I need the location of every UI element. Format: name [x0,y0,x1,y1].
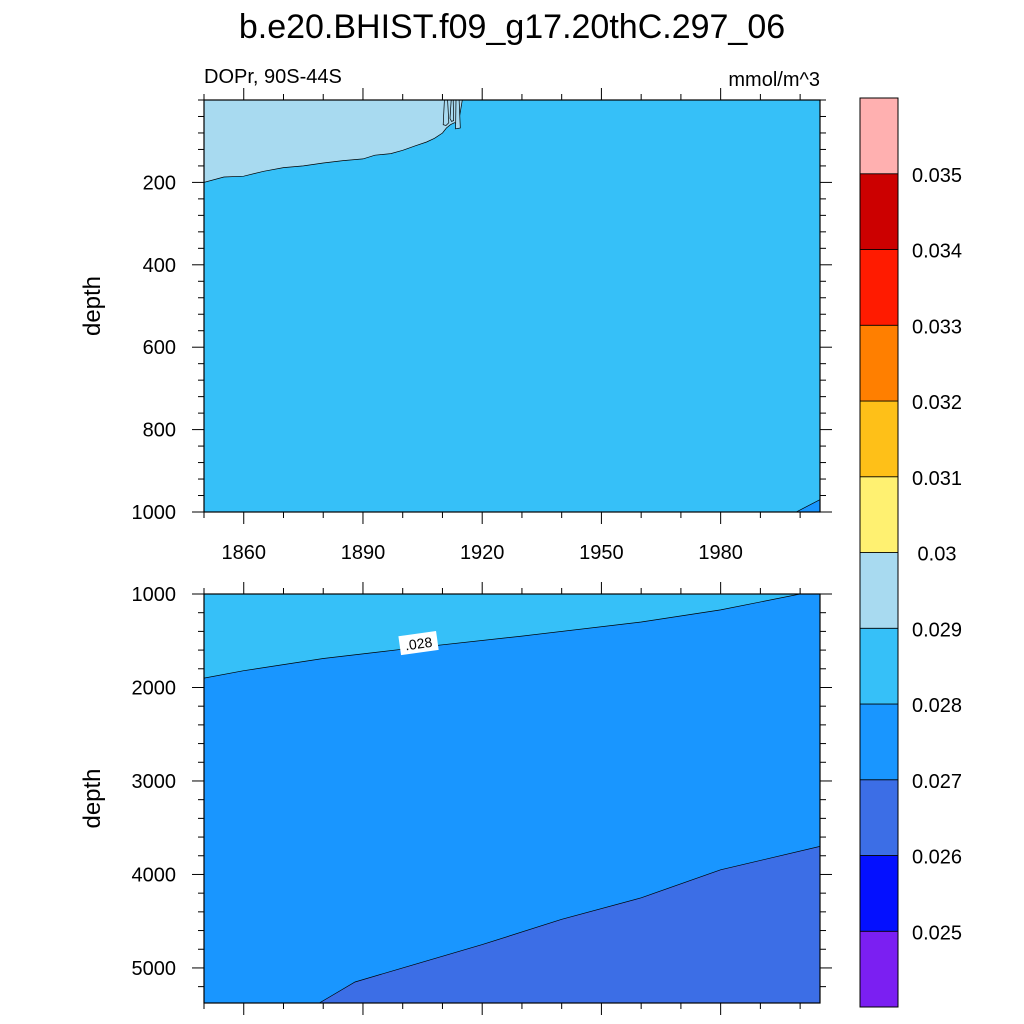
colorbar-swatch [859,855,899,932]
colorbar-level-label: 0.035 [912,165,962,187]
colorbar-level-label: 0.033 [912,316,962,338]
colorbar-swatch [859,779,899,856]
contour-regions [204,594,820,1003]
contour-region [442,100,450,126]
y-tick-label: 5000 [132,958,177,980]
colorbar-level-label: 0.025 [912,922,962,944]
y-axis-label: depth [79,768,106,828]
x-axis-ticks [203,582,801,1015]
colorbar-swatch [859,703,899,781]
contour-region [204,100,463,183]
y-axis-ticks [192,99,832,513]
y-tick-label: 600 [143,337,176,359]
chart-title: b.e20.BHIST.f09_g17.20thC.297_06 [239,8,785,46]
colorbar-swatch [859,930,899,1008]
colorbar-swatch [859,627,899,705]
y-axis-label: depth [79,276,106,336]
colorbar-swatch [859,97,899,175]
contour-region [796,499,820,512]
colorbar-swatch [859,173,899,250]
y-axis-ticks [192,593,832,988]
contour-fill-background [204,100,820,512]
x-tick-label: 1890 [341,542,386,564]
y-tick-label: 400 [143,255,176,277]
colorbar-level-label: 0.03 [918,544,957,566]
contour-region [455,100,461,130]
contour-label-text: .028 [404,634,433,654]
y-tick-label: 800 [143,420,176,442]
units-label: mmol/m^3 [728,69,820,91]
colorbar-swatch [859,552,899,629]
contour-region [449,100,454,122]
y-tick-label: 3000 [132,771,177,793]
colorbar-swatch [859,249,899,326]
plot-frame [203,593,821,1004]
upper-depth-panel: 200 400 600 800 1000 1860 1890 1920 1950 1980 dept… [79,88,832,564]
x-tick-label: 1920 [460,542,505,564]
contour-line-label: .028 [398,631,439,656]
colorbar-level-label: 0.028 [912,695,962,717]
colorbar: 0.025 0.026 0.027 0.028 0.029 0.03 0.031 0.032 0… [859,97,962,1008]
x-tick-label: 1980 [698,542,743,564]
colorbar-level-label: 0.029 [912,619,962,641]
y-tick-label: 1000 [132,584,177,606]
colorbar-level-label: 0.034 [912,241,962,263]
contour-regions [204,100,820,512]
y-tick-label: 1000 [132,502,177,524]
colorbar-level-label: 0.032 [912,392,962,414]
variable-region-label: DOPr, 90S-44S [204,66,342,88]
y-tick-label: 2000 [132,677,177,699]
colorbar-level-label: 0.026 [912,847,962,869]
colorbar-level-label: 0.031 [912,468,962,490]
x-tick-label: 1860 [221,542,266,564]
colorbar-swatch [859,400,899,478]
x-axis-ticks [203,88,801,524]
y-tick-label: 4000 [132,864,177,886]
contour-region [204,594,801,679]
contour-region [318,846,820,1003]
plot-frame [203,99,821,513]
colorbar-swatch [859,324,899,402]
colorbar-level-label: 0.027 [912,771,962,793]
lower-depth-panel: .028 1000 2000 3000 4000 5000 depth [79,582,832,1015]
colorbar-swatch [859,476,899,553]
y-tick-label: 200 [143,172,176,194]
x-tick-label: 1950 [579,542,624,564]
